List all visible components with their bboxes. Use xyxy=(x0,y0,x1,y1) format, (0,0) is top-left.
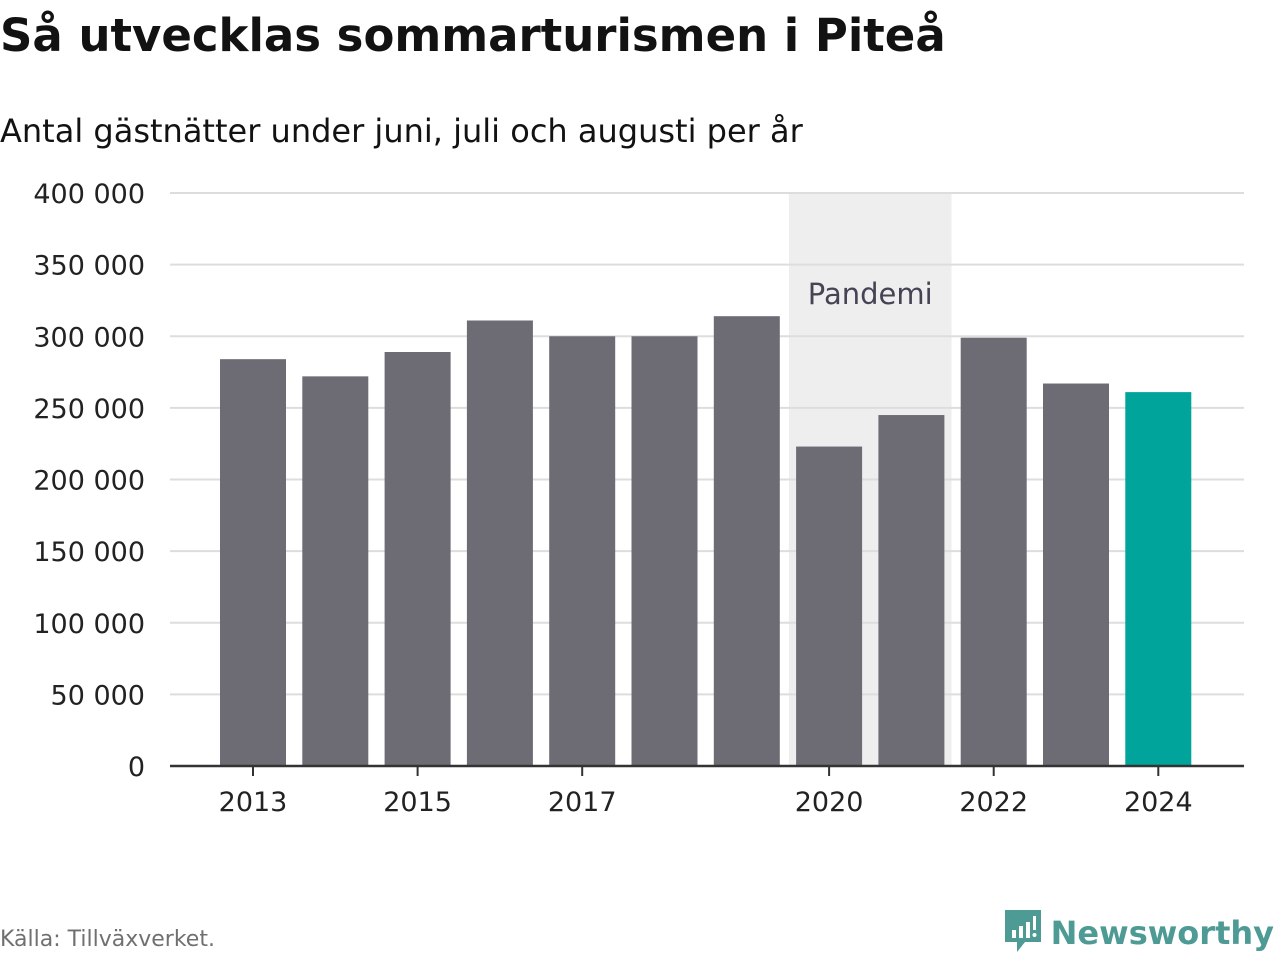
bar xyxy=(631,336,698,766)
x-tick-label: 2020 xyxy=(795,787,864,818)
bar xyxy=(466,320,533,766)
brand-logo[interactable]: Newsworthy xyxy=(1003,908,1274,958)
y-tick-label: 350 000 xyxy=(33,251,145,282)
chart-title: Så utvecklas sommarturismen i Piteå xyxy=(0,9,946,62)
chart-subtitle: Antal gästnätter under juni, juli och au… xyxy=(0,112,803,150)
y-tick-label: 150 000 xyxy=(33,537,145,568)
y-tick-label: 0 xyxy=(128,752,145,783)
y-tick-label: 250 000 xyxy=(33,394,145,425)
bar xyxy=(302,376,369,766)
x-tick-label: 2022 xyxy=(959,787,1028,818)
y-tick-label: 100 000 xyxy=(33,609,145,640)
x-tick-label: 2013 xyxy=(219,787,288,818)
bar xyxy=(878,415,945,766)
x-tick-label: 2015 xyxy=(383,787,452,818)
brand-name: Newsworthy xyxy=(1050,914,1274,952)
bar xyxy=(796,446,863,766)
bar xyxy=(549,336,616,766)
bar xyxy=(1043,383,1109,766)
bar-highlight xyxy=(1125,392,1192,766)
x-tick-label: 2024 xyxy=(1124,787,1193,818)
y-tick-label: 200 000 xyxy=(33,466,145,497)
bar xyxy=(384,352,451,766)
bar xyxy=(220,359,286,766)
bar xyxy=(713,316,780,766)
newsworthy-logo-icon xyxy=(1003,906,1043,960)
x-tick-label: 2017 xyxy=(548,787,617,818)
y-tick-label: 400 000 xyxy=(33,179,145,210)
annotation-label: Pandemi xyxy=(808,277,933,311)
y-tick-label: 50 000 xyxy=(51,680,145,711)
source-note: Källa: Tillväxverket. xyxy=(0,927,215,952)
y-tick-label: 300 000 xyxy=(33,322,145,353)
bar xyxy=(960,337,1027,766)
